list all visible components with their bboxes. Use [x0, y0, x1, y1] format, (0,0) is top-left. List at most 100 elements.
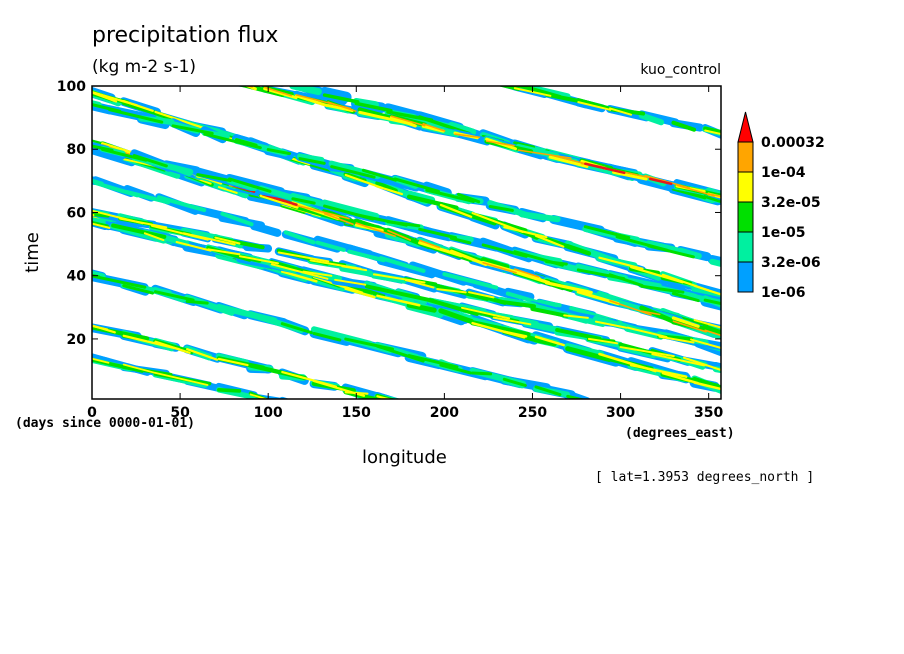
precip-streak — [354, 101, 393, 113]
precip-streak — [166, 6, 216, 14]
precip-streak — [695, 497, 714, 505]
precip-streak — [758, 512, 814, 526]
precip-streak — [0, 327, 17, 341]
precip-streak — [631, 461, 657, 469]
precip-streak — [261, 76, 287, 82]
precip-streak — [663, 418, 687, 424]
precip-streak — [7, 124, 50, 136]
precip-streak — [372, 273, 426, 284]
precip-streak — [0, 189, 15, 196]
precip-streak — [138, 62, 166, 69]
precip-streak — [390, 115, 426, 127]
precip-streak — [0, 62, 19, 70]
precip-streak — [545, 260, 568, 266]
precip-streak — [122, 99, 154, 112]
precip-streak — [754, 354, 785, 360]
precip-streak — [612, 170, 648, 181]
precip-streak — [291, 197, 316, 205]
precip-streak — [0, 195, 4, 200]
precip-streak — [536, 460, 587, 472]
y-tick-label: 40 — [67, 269, 87, 285]
precip-streak — [695, 429, 740, 437]
colorbar-swatch — [737, 141, 754, 173]
precip-streak — [640, 284, 685, 294]
precip-streak — [0, 335, 33, 345]
colorbar: 0.00032 1e-04 3.2e-05 1e-05 3.2e-06 1e-06 — [737, 111, 825, 301]
precip-streak — [0, 252, 49, 264]
precip-streak — [677, 247, 702, 259]
precip-streak — [60, 321, 81, 322]
precip-streak — [0, 75, 27, 86]
precip-streak — [166, 49, 193, 60]
precip-streak — [758, 309, 814, 328]
precip-streak — [325, 42, 377, 55]
precip-streak — [376, 185, 404, 196]
y-tick-label: 20 — [67, 332, 87, 348]
precipitation-field — [0, 0, 814, 526]
precip-streak — [14, 83, 35, 91]
precip-streak — [43, 35, 67, 43]
precip-streak — [568, 467, 608, 479]
precip-streak — [536, 440, 567, 447]
precip-streak — [461, 306, 511, 320]
precip-streak — [0, 192, 46, 207]
precip-streak — [244, 86, 253, 88]
precip-streak — [658, 335, 695, 344]
precip-streak — [609, 299, 652, 316]
precip-streak — [702, 324, 721, 336]
precip-streak — [608, 273, 644, 288]
precip-streak — [74, 45, 126, 55]
precip-streak — [166, 50, 212, 62]
precip-peak — [648, 177, 673, 186]
precip-streak — [726, 433, 748, 443]
precip-streak — [473, 449, 509, 456]
precip-streak — [0, 184, 17, 200]
precip-streak — [185, 299, 209, 305]
precip-streak — [7, 6, 34, 14]
precip-streak — [663, 470, 688, 475]
precip-streak — [480, 257, 510, 270]
precip-streak — [533, 337, 557, 347]
precip-streak — [182, 232, 236, 246]
precip-streak — [261, 25, 305, 38]
latitude-note: [ lat=1.3953 degrees_north ] — [595, 470, 815, 485]
precip-streak — [726, 484, 766, 497]
precip-streak — [377, 424, 421, 435]
precip-streak — [568, 444, 596, 452]
precip-streak — [468, 291, 495, 299]
precip-streak — [138, 62, 166, 68]
precip-streak — [726, 505, 751, 512]
precip-streak — [409, 405, 430, 409]
precip-streak — [758, 442, 806, 457]
precip-streak — [125, 190, 171, 205]
precip-streak — [663, 419, 712, 429]
precip-streak — [293, 34, 320, 43]
precip-streak — [387, 229, 412, 241]
precip-streak — [134, 0, 170, 4]
precip-streak — [283, 230, 316, 245]
precip-streak — [11, 28, 38, 38]
precip-streak — [92, 176, 99, 185]
precip-streak — [420, 63, 462, 75]
plot-frame — [91, 85, 722, 400]
precip-streak — [217, 186, 238, 194]
precip-streak — [18, 204, 68, 217]
precip-streak — [436, 288, 467, 294]
precip-streak — [7, 119, 61, 133]
precip-streak — [376, 395, 393, 399]
precip-streak — [758, 342, 807, 357]
precip-peak — [601, 166, 626, 175]
precip-streak — [229, 66, 281, 82]
precip-streak — [534, 385, 562, 397]
precip-streak — [296, 153, 325, 163]
precip-streak — [503, 330, 528, 338]
precip-streak — [11, 30, 65, 42]
precip-streak — [43, 35, 96, 48]
precip-streak — [640, 310, 661, 316]
precip-streak — [599, 476, 623, 482]
precip-streak — [326, 104, 354, 113]
colorbar-label: 3.2e-05 — [761, 195, 821, 211]
precip-streak — [0, 253, 33, 262]
precip-streak — [758, 399, 811, 411]
precip-streak — [0, 116, 10, 124]
